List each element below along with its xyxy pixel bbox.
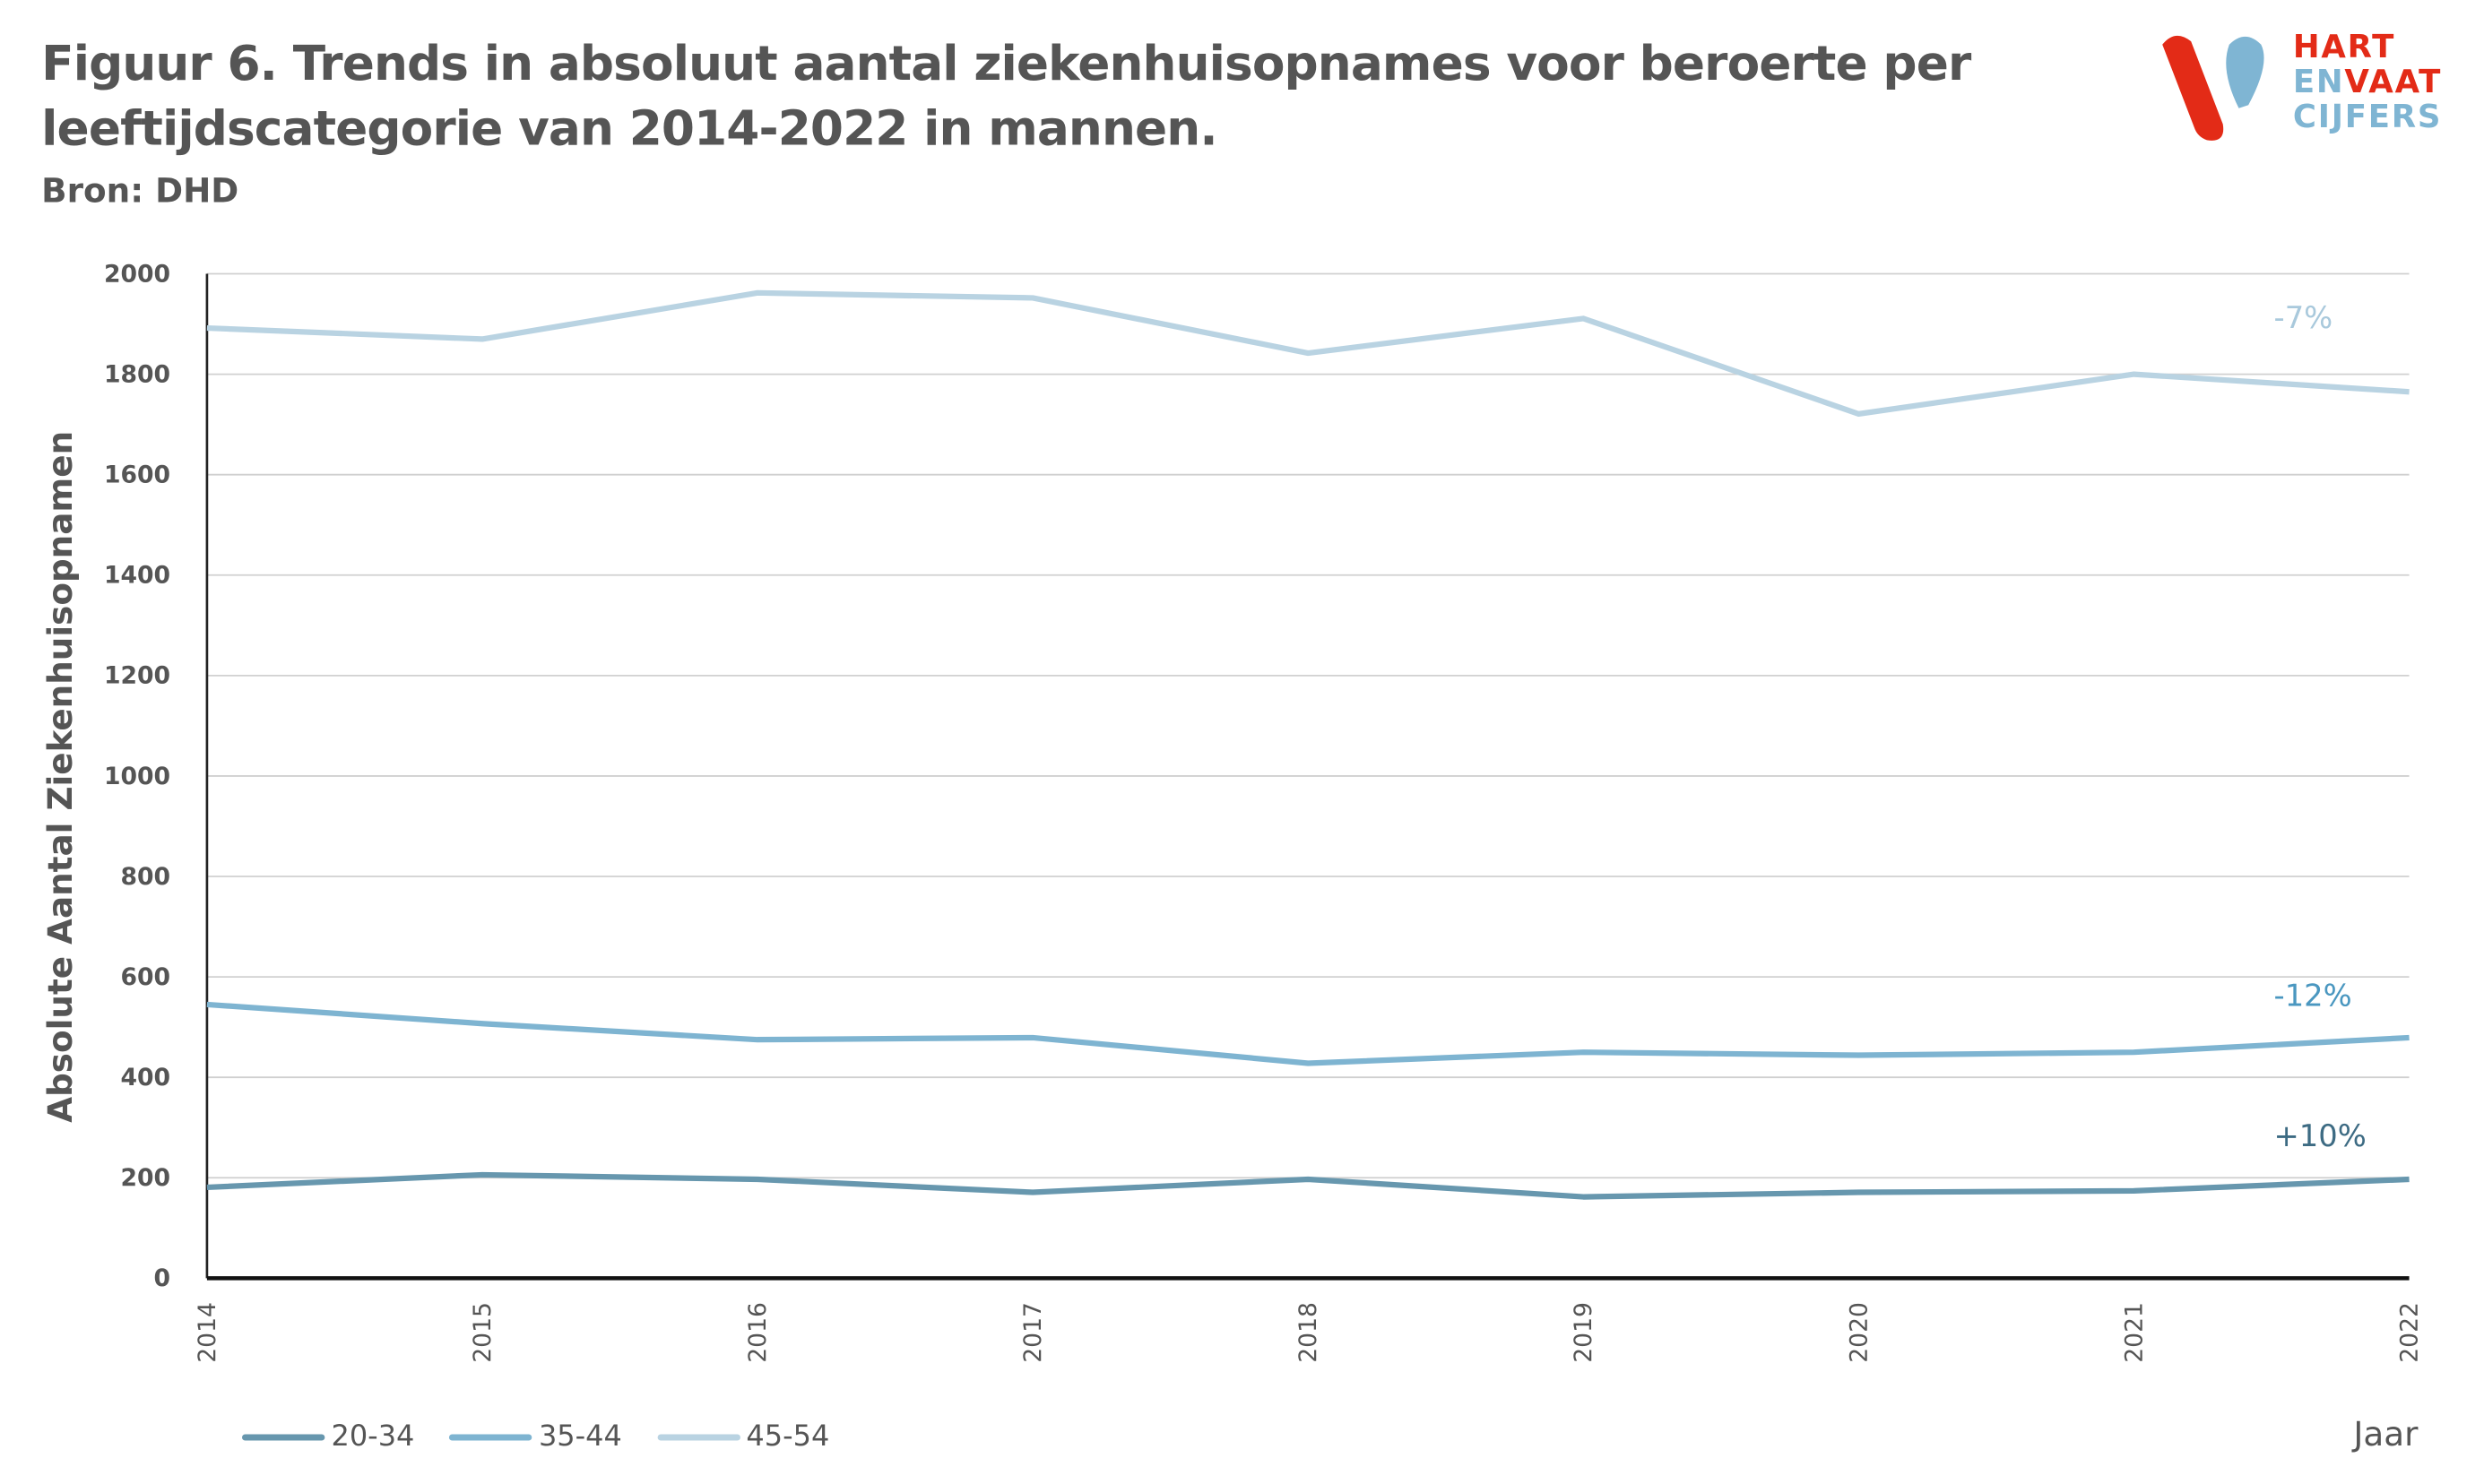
legend: 20-34 35-44 45-54 xyxy=(241,1419,830,1454)
x-tick-label: 2022 xyxy=(2395,1302,2423,1363)
x-axis-label: Jaar xyxy=(2353,1415,2419,1454)
legend-item-20-34: 20-34 xyxy=(241,1419,415,1454)
series-line-45-54 xyxy=(206,289,2410,417)
legend-item-45-54: 45-54 xyxy=(656,1419,830,1454)
x-tick-label: 2016 xyxy=(744,1302,772,1363)
series-line-35-44 xyxy=(206,1001,2410,1066)
y-tick-label: 1000 xyxy=(104,763,170,790)
x-tick-label: 2018 xyxy=(1294,1302,1322,1363)
legend-label: 35-44 xyxy=(538,1419,622,1454)
legend-label: 45-54 xyxy=(746,1419,830,1454)
y-tick-label: 1200 xyxy=(104,662,170,690)
x-tick-label: 2019 xyxy=(1570,1302,1597,1363)
trend-annotation-35-44: -12% xyxy=(2274,979,2352,1014)
legend-swatch xyxy=(241,1433,325,1440)
trend-annotation-20-34: +10% xyxy=(2274,1118,2367,1153)
legend-item-35-44: 35-44 xyxy=(449,1419,622,1454)
x-tick-label: 2017 xyxy=(1019,1302,1047,1363)
y-tick-label: 1400 xyxy=(104,562,170,590)
logo-mark-icon xyxy=(2162,35,2264,141)
y-tick-label: 800 xyxy=(120,863,170,891)
logo-vaat: VAAT xyxy=(2344,62,2443,100)
y-tick-label: 200 xyxy=(120,1164,170,1192)
y-tick-label: 1600 xyxy=(104,462,170,489)
y-tick-label: 1800 xyxy=(104,360,170,388)
logo-hart: HART xyxy=(2292,27,2396,65)
chart-source: Bron: DHD xyxy=(41,171,239,211)
y-tick-label: 600 xyxy=(120,963,170,991)
x-tick-label: 2015 xyxy=(469,1302,497,1363)
trend-annotation-45-54: -7% xyxy=(2274,300,2333,335)
legend-label: 20-34 xyxy=(331,1419,415,1454)
hartenvaatcijfers-logo: HART ENVAAT CIJFERS xyxy=(2146,29,2480,146)
x-tick-label: 2021 xyxy=(2120,1302,2148,1363)
legend-swatch xyxy=(449,1433,532,1440)
y-tick-label: 400 xyxy=(120,1064,170,1091)
chart-title: Figuur 6. Trends in absoluut aantal ziek… xyxy=(41,36,1971,158)
legend-swatch xyxy=(656,1433,740,1440)
y-tick-label: 2000 xyxy=(104,260,170,288)
logo-cijfers: CIJFERS xyxy=(2292,97,2443,135)
x-tick-label: 2020 xyxy=(1845,1302,1873,1363)
logo-en: EN xyxy=(2292,62,2345,100)
x-tick-label: 2014 xyxy=(194,1302,221,1363)
y-tick-label: 0 xyxy=(154,1264,171,1292)
